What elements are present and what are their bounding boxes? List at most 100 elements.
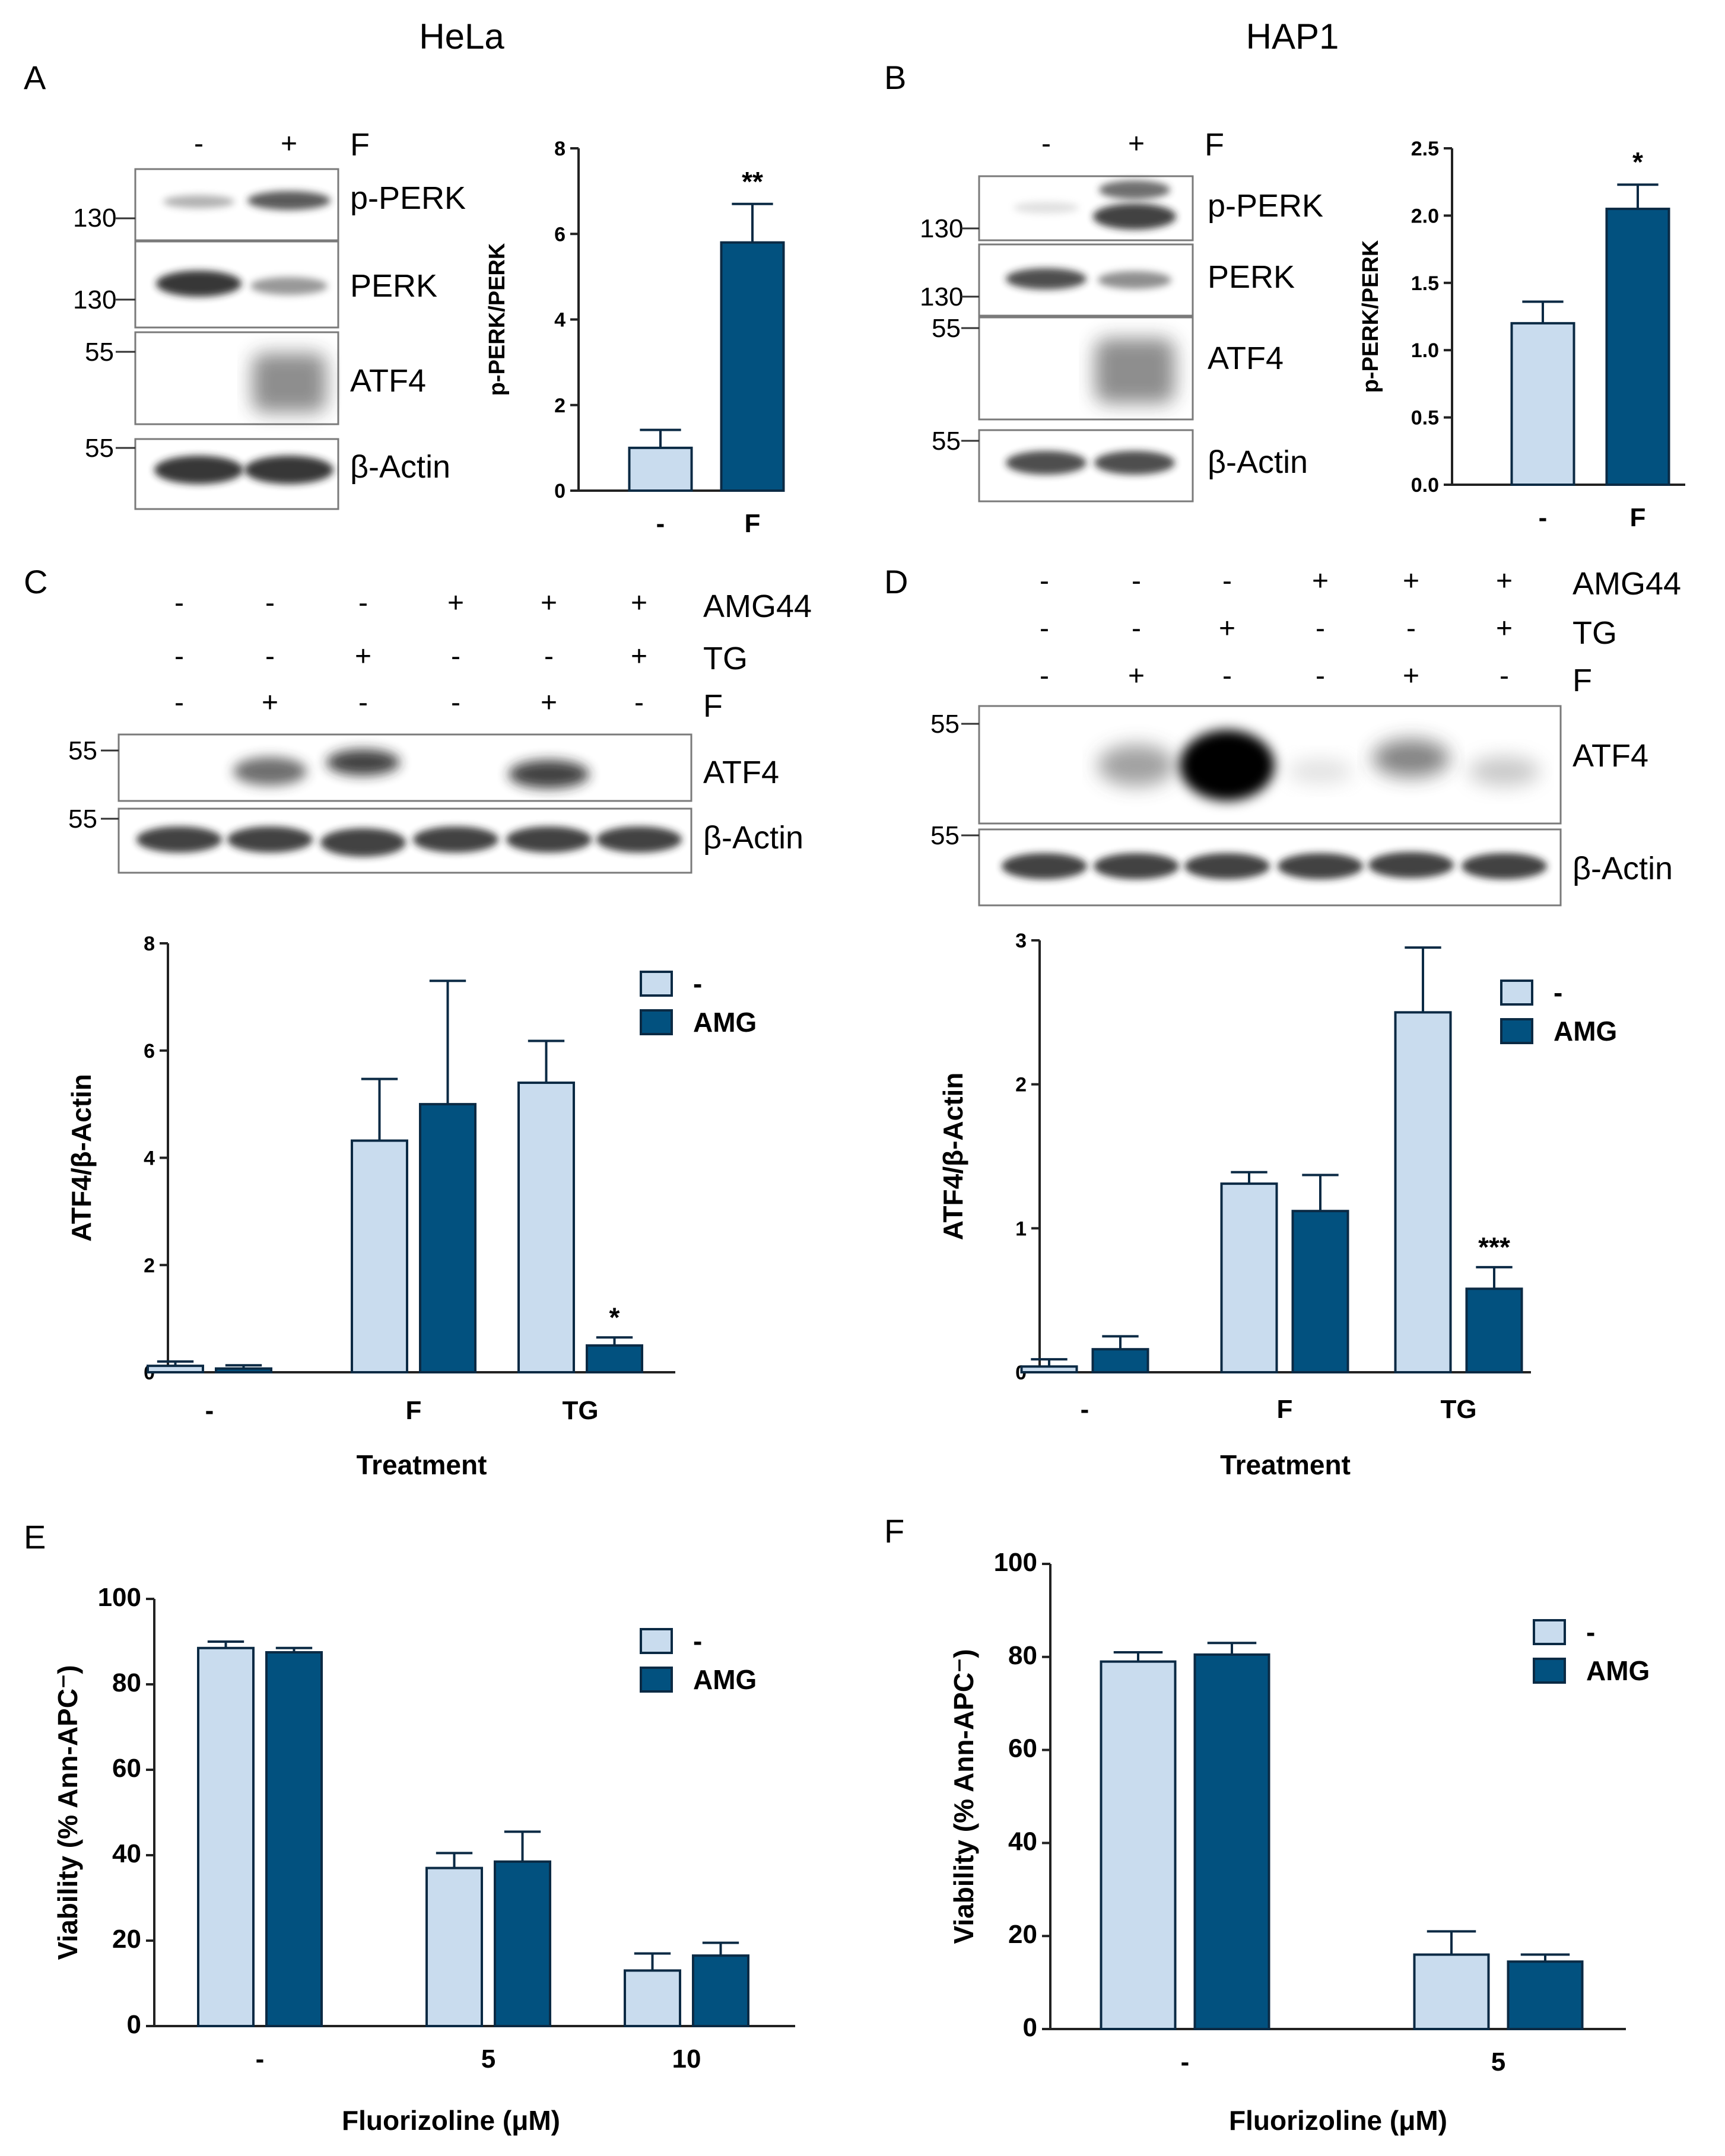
- blot-a-band: [156, 271, 242, 297]
- chart-b-ylabel: p-PERK/PERK: [1358, 240, 1383, 393]
- chart-f-bar: [1507, 1960, 1584, 2031]
- chart-d-legend-swatch: [1500, 1018, 1533, 1044]
- chart-c-bar: [215, 1367, 272, 1374]
- chart-b-bar: [1510, 322, 1575, 486]
- blot-d-label-1: ATF4: [1572, 738, 1648, 774]
- chart-c-ylabel: ATF4/β-Actin: [66, 1074, 97, 1242]
- chart-a-bar: [720, 241, 785, 492]
- blot-c-sign: -: [451, 687, 460, 718]
- chart-f-ytick-label: 100: [994, 1548, 1037, 1577]
- blot-b-band: [1099, 180, 1170, 199]
- chart-e-category-label: 5: [481, 2044, 495, 2074]
- blot-b-band: [1095, 338, 1175, 403]
- chart-d-ytick-label: 1: [1015, 1217, 1027, 1240]
- blot-c-band: [413, 826, 498, 853]
- blot-c-sign: +: [262, 687, 278, 718]
- blot-c-band: [596, 826, 682, 853]
- blot-d-sign: +: [1403, 565, 1419, 597]
- blot-c-sign: +: [541, 687, 557, 718]
- chart-f-legend-label: AMG: [1586, 1655, 1650, 1686]
- chart-f-ylabel: Viability (% Ann-APC⁻): [948, 1649, 979, 1944]
- chart-f-ytick-label: 40: [1008, 1827, 1037, 1856]
- blot-b-band: [1006, 451, 1087, 475]
- chart-f-bar: [1413, 1953, 1490, 2031]
- chart-f-legend-swatch: [1533, 1658, 1566, 1684]
- blot-c-band: [233, 757, 307, 786]
- blot-d-mw-2: 55: [930, 821, 960, 850]
- chart-e-xlabel: Fluorizoline (μM): [342, 2105, 560, 2136]
- chart-b-ytick-label: 2.5: [1411, 138, 1439, 160]
- blot-c-sign-label-2: TG: [703, 641, 748, 676]
- blot-d-sign: -: [1500, 660, 1509, 692]
- chart-e-bar: [494, 1860, 551, 2028]
- chart-f-bar: [1193, 1653, 1270, 2030]
- blot-d-band: [1002, 853, 1087, 879]
- chart-d-bar: [1465, 1287, 1523, 1374]
- chart-a-ytick-label: 6: [554, 223, 566, 246]
- chart-a-ytick-label: 0: [554, 480, 566, 503]
- chart-c-bar: [517, 1081, 575, 1373]
- blot-d-sign: +: [1403, 660, 1419, 692]
- blot-d-band: [1184, 853, 1270, 879]
- chart-f-ytick-label: 60: [1008, 1734, 1037, 1763]
- chart-d-legend-label: -: [1554, 977, 1562, 1008]
- blot-d-band: [1098, 745, 1175, 786]
- blot-a-mw-3: 55: [85, 338, 114, 367]
- blot-d-sign: +: [1496, 613, 1513, 644]
- chart-e-legend-label: -: [693, 1626, 702, 1656]
- blot-c-sign: +: [447, 587, 464, 619]
- chart-d-category-label: -: [1081, 1395, 1089, 1424]
- chart-f-legend-label: -: [1586, 1617, 1595, 1648]
- blot-c-label-1: ATF4: [703, 755, 779, 790]
- blot-d-sign: +: [1219, 613, 1235, 644]
- blot-c-lane-box-1: [117, 733, 692, 802]
- blot-d-band: [1278, 853, 1363, 879]
- chart-c-bar: [147, 1365, 204, 1374]
- blot-d-band: [1368, 852, 1454, 878]
- chart-e-ylabel: Viability (% Ann-APC⁻): [52, 1665, 83, 1960]
- blot-a-sign-2: +: [281, 128, 297, 160]
- blot-b: - + F p-PERK 130 PERK 130 ATF4 55 β-Acti…: [920, 127, 1323, 503]
- blot-d-sign: -: [1316, 613, 1325, 644]
- blot-d-sign: -: [1132, 565, 1141, 597]
- blot-c-sign-label-1: AMG44: [703, 589, 812, 624]
- blot-c-sign: -: [544, 641, 554, 672]
- chart-e-legend-swatch: [640, 1628, 673, 1654]
- blot-a-band: [154, 456, 243, 484]
- blot-c-sign: -: [358, 587, 368, 619]
- chart-d-legend-swatch: [1500, 980, 1533, 1006]
- chart-e-ytick-label: 60: [112, 1754, 141, 1783]
- chart-e-ytick-label: 40: [112, 1839, 141, 1868]
- chart-a-ytick-label: 2: [554, 395, 566, 417]
- chart-f-ytick-label: 20: [1008, 1920, 1037, 1949]
- blot-d-sign: -: [1040, 613, 1049, 644]
- chart-a-bar: [628, 446, 693, 492]
- panel-letter-f: F: [884, 1512, 904, 1550]
- chart-a-ytick-label: 8: [554, 138, 566, 160]
- blot-d-sign: -: [1222, 660, 1232, 692]
- chart-d-bar: [1394, 1011, 1452, 1374]
- chart-c-legend-label: AMG: [693, 1007, 757, 1038]
- blot-d-sign: -: [1132, 613, 1141, 644]
- chart-e-bar: [197, 1646, 255, 2028]
- chart-e-bar: [624, 1969, 681, 2027]
- chart-b-ytick-label: 1.0: [1411, 339, 1439, 362]
- blot-c-sign: -: [174, 641, 184, 672]
- blot-d-sign: +: [1312, 565, 1329, 597]
- chart-e-legend-swatch: [640, 1667, 673, 1693]
- chart-a-ylabel: p-PERK/PERK: [485, 243, 510, 396]
- blot-d: - - - + + + AMG44 - - + - - + TG - + - -…: [930, 565, 1681, 907]
- blot-d-sign-label-2: TG: [1572, 615, 1617, 651]
- blot-b-band: [1093, 203, 1176, 230]
- blot-d-sign: +: [1496, 565, 1513, 597]
- chart-e-legend-label: AMG: [693, 1664, 757, 1695]
- blot-c-label-2: β-Actin: [703, 820, 803, 856]
- blot-c-sign: -: [451, 641, 460, 672]
- blot-d-sign-label-1: AMG44: [1572, 566, 1681, 602]
- blot-c-sign: -: [265, 641, 275, 672]
- chart-d-bar: [1220, 1182, 1278, 1374]
- blot-c-mw-2: 55: [68, 804, 97, 834]
- blot-c: - - - + + + AMG44 - - + - - + TG - + - -…: [68, 587, 812, 874]
- chart-d-bar: [1020, 1365, 1078, 1373]
- blot-a-mw-1: 130: [73, 203, 116, 233]
